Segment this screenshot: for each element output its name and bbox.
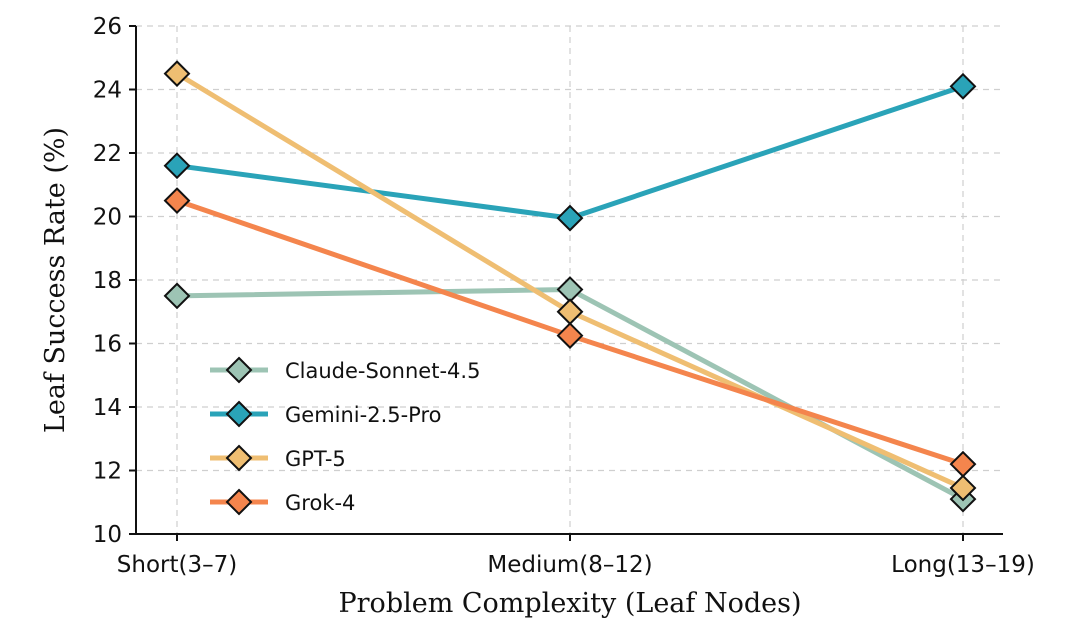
y-tick-label: 16 [93, 332, 122, 358]
y-tick-label: 18 [93, 268, 122, 294]
data-point-gemini-2-5-pro [163, 152, 191, 180]
y-tick-label: 12 [93, 459, 122, 485]
y-tick-label: 24 [93, 78, 122, 104]
legend-item-claude-sonnet-4-5: Claude-Sonnet-4.5 [210, 356, 480, 384]
x-tick-label: Short(3–7) [117, 552, 237, 578]
data-point-gemini-2-5-pro [556, 204, 584, 232]
legend-swatch-marker [225, 444, 253, 472]
data-point-claude-sonnet-4-5 [556, 276, 584, 303]
y-tick-label: 20 [93, 205, 122, 231]
legend-swatch-marker [225, 488, 253, 516]
data-point-grok-4 [163, 187, 191, 215]
legend-item-gpt-5: GPT-5 [210, 444, 346, 472]
data-point-gpt-5 [556, 298, 584, 326]
data-point-claude-sonnet-4-5 [163, 282, 191, 310]
legend-label: Gemini-2.5-Pro [285, 403, 442, 427]
legend-swatch-marker [225, 400, 253, 428]
series-markers [163, 60, 977, 513]
legend: Claude-Sonnet-4.5 Gemini-2.5-Pro GPT-5 Grok… [210, 356, 480, 516]
y-tick-label: 14 [93, 395, 122, 421]
x-tick-label: Medium(8–12) [487, 552, 652, 578]
legend-swatch-marker [225, 356, 253, 384]
legend-item-gemini-2-5-pro: Gemini-2.5-Pro [210, 400, 442, 428]
y-tick-label: 22 [93, 141, 122, 167]
y-tick-label: 10 [93, 522, 122, 548]
legend-label: GPT-5 [285, 447, 346, 471]
legend-label: Claude-Sonnet-4.5 [285, 359, 480, 383]
legend-label: Grok-4 [285, 491, 355, 515]
data-point-gemini-2-5-pro [949, 72, 977, 100]
x-tick-label: Long(13–19) [891, 552, 1035, 578]
data-point-grok-4 [556, 322, 584, 349]
data-point-grok-4 [949, 450, 977, 478]
x-axis-title: Problem Complexity (Leaf Nodes) [338, 588, 801, 619]
y-tick-label: 26 [93, 14, 122, 40]
legend-item-grok-4: Grok-4 [210, 488, 355, 516]
x-axis-ticks: Short(3–7) Medium(8–12) Long(13–19) [117, 534, 1035, 578]
data-point-gpt-5 [163, 60, 191, 88]
y-axis-ticks: 10 12 14 16 18 20 22 24 26 [93, 14, 136, 548]
y-axis-title: Leaf Success Rate (%) [40, 127, 71, 433]
data-point-gpt-5 [949, 474, 977, 502]
